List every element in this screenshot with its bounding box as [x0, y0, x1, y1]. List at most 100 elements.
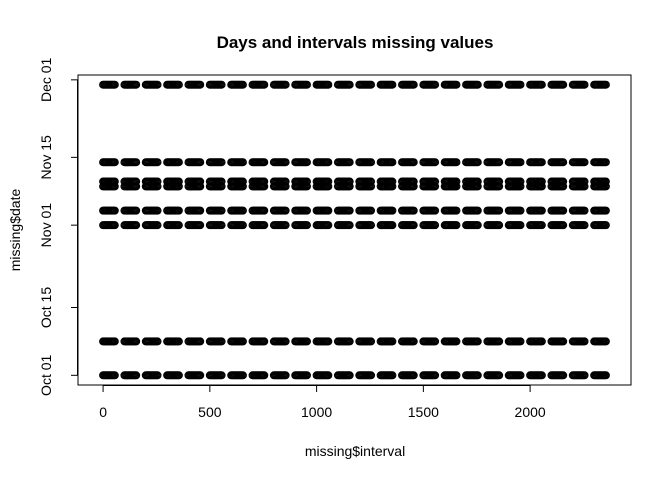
data-point [174, 158, 183, 167]
data-point [260, 371, 269, 380]
data-point [196, 206, 205, 215]
data-point [281, 337, 290, 346]
data-point [238, 177, 247, 186]
data-point [559, 158, 568, 167]
data-point [132, 206, 141, 215]
data-point [132, 371, 141, 380]
data-point [388, 158, 397, 167]
data-point [559, 221, 568, 230]
data-point [537, 221, 546, 230]
y-tick-label: Nov 15 [38, 135, 54, 180]
data-point [260, 337, 269, 346]
data-point [302, 177, 311, 186]
data-point [110, 206, 119, 215]
data-point [409, 158, 418, 167]
data-point [601, 177, 610, 186]
data-point [324, 221, 333, 230]
data-point [473, 158, 482, 167]
data-point [495, 158, 504, 167]
data-point [217, 80, 226, 89]
data-point [302, 80, 311, 89]
data-point [388, 206, 397, 215]
data-point [324, 206, 333, 215]
data-point [537, 177, 546, 186]
data-point [238, 371, 247, 380]
data-point [409, 337, 418, 346]
data-point [473, 177, 482, 186]
data-point [153, 177, 162, 186]
data-point [431, 80, 440, 89]
data-point [324, 371, 333, 380]
data-point [367, 206, 376, 215]
data-point [260, 158, 269, 167]
data-point [473, 80, 482, 89]
data-point [516, 158, 525, 167]
data-point [196, 158, 205, 167]
data-point [132, 80, 141, 89]
data-point [153, 221, 162, 230]
data-point [238, 206, 247, 215]
data-point [174, 206, 183, 215]
data-point [452, 80, 461, 89]
data-point [537, 80, 546, 89]
x-tick-label: 0 [99, 404, 107, 420]
data-point [132, 177, 141, 186]
data-point [516, 371, 525, 380]
data-point [367, 158, 376, 167]
y-tick-label: Dec 01 [38, 57, 54, 102]
data-point [495, 221, 504, 230]
data-point [302, 221, 311, 230]
data-point [260, 177, 269, 186]
data-point [409, 80, 418, 89]
data-point [196, 177, 205, 186]
data-point [174, 371, 183, 380]
data-point [174, 221, 183, 230]
data-point [196, 371, 205, 380]
data-point [580, 371, 589, 380]
data-point [110, 158, 119, 167]
data-point [174, 337, 183, 346]
data-point [559, 371, 568, 380]
data-point [473, 206, 482, 215]
data-point [367, 221, 376, 230]
data-point [601, 80, 610, 89]
data-point [217, 337, 226, 346]
data-point [516, 206, 525, 215]
data-point [559, 206, 568, 215]
data-point [516, 80, 525, 89]
data-point [431, 158, 440, 167]
data-point [281, 158, 290, 167]
data-point [324, 337, 333, 346]
data-point [559, 177, 568, 186]
plot-frame [77, 74, 632, 386]
data-point [537, 337, 546, 346]
data-point [601, 221, 610, 230]
data-point [345, 371, 354, 380]
data-point [281, 371, 290, 380]
data-point [367, 80, 376, 89]
data-point [324, 80, 333, 89]
data-point [473, 221, 482, 230]
y-tick-label: Oct 15 [38, 287, 54, 328]
data-point [302, 158, 311, 167]
data-point [537, 206, 546, 215]
data-point [580, 177, 589, 186]
data-point [495, 371, 504, 380]
data-point [388, 337, 397, 346]
data-point [110, 337, 119, 346]
x-tick-label: 1000 [301, 404, 332, 420]
data-point [473, 337, 482, 346]
data-point [601, 337, 610, 346]
data-point [345, 221, 354, 230]
data-point [409, 221, 418, 230]
data-point [238, 337, 247, 346]
data-point [495, 206, 504, 215]
data-point [345, 177, 354, 186]
y-tick-label: Oct 01 [38, 354, 54, 395]
data-point [495, 337, 504, 346]
data-point [409, 371, 418, 380]
data-point [516, 177, 525, 186]
data-point [452, 337, 461, 346]
